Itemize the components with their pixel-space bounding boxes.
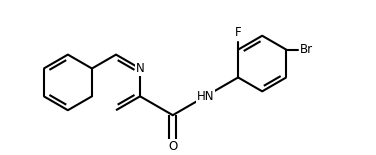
Text: HN: HN — [197, 90, 214, 103]
Text: Br: Br — [300, 43, 313, 56]
Text: O: O — [168, 140, 177, 153]
Text: F: F — [235, 26, 241, 39]
Text: N: N — [136, 62, 144, 75]
